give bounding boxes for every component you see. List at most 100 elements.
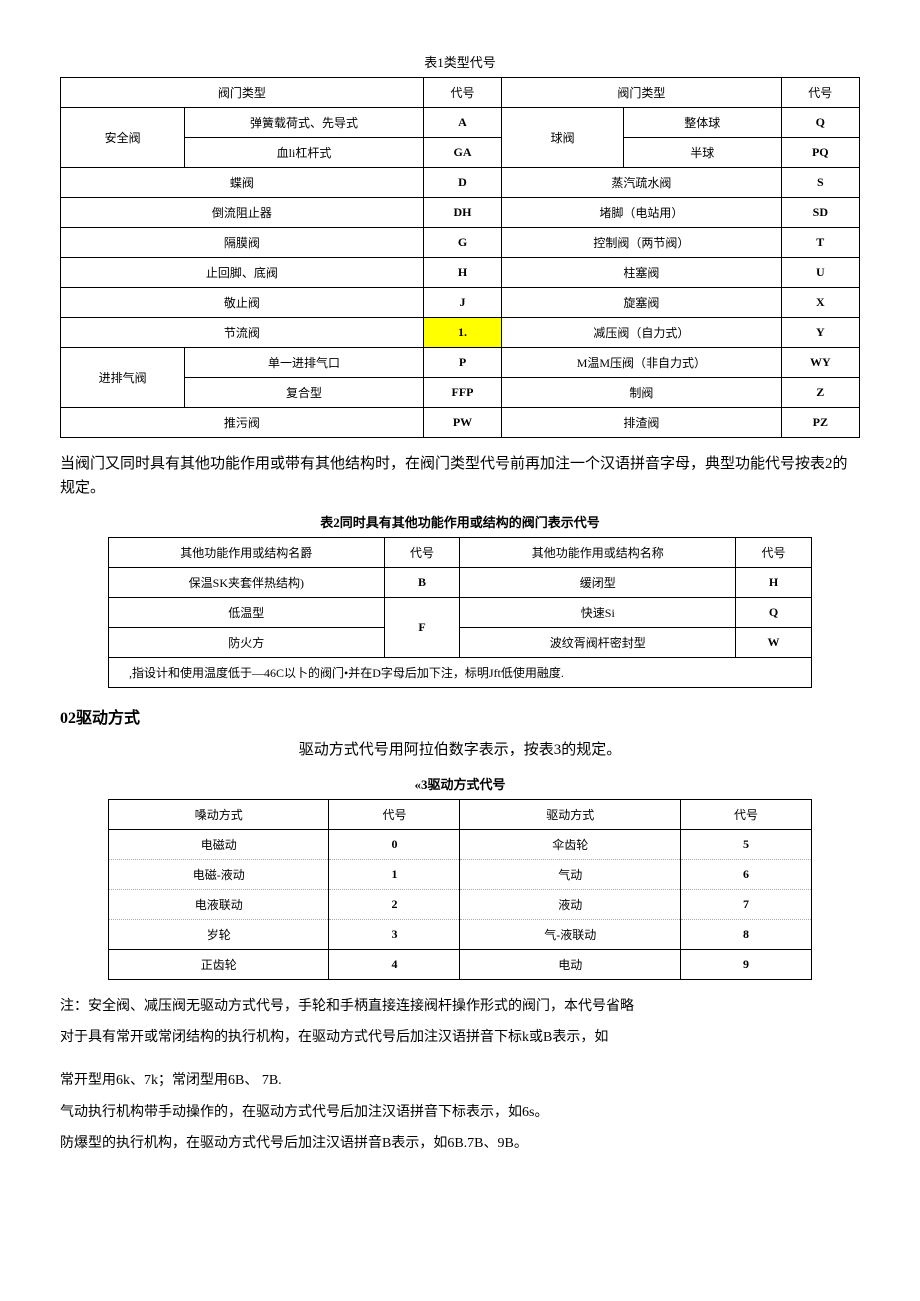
- cell: 安全阀: [61, 108, 185, 168]
- table3-caption: «3驱动方式代号: [60, 774, 860, 793]
- cell: 电磁-液动: [109, 860, 329, 890]
- cell: B: [384, 568, 460, 598]
- table3: 嗓动方式 代号 驱动方式 代号 电磁动 0 伞齿轮 5 电磁-液动 1 气动 6…: [108, 799, 812, 980]
- cell: 柱塞阀: [502, 258, 781, 288]
- table2-caption: 表2同时具有其他功能作用或结构的阀门表示代号: [60, 512, 860, 531]
- table-row: 其他功能作用或结构名爵 代号 其他功能作用或结构名称 代号: [109, 538, 812, 568]
- th: 代号: [736, 538, 812, 568]
- cell: 0: [329, 830, 460, 860]
- note-3: 常开型用6k、7k；常闭型用6B、 7B.: [60, 1068, 860, 1093]
- cell: 快速Si: [460, 598, 736, 628]
- cell: H: [423, 258, 501, 288]
- th-valve-type-l: 阀门类型: [61, 78, 424, 108]
- cell: 液动: [460, 890, 680, 920]
- table2-footer: ,指设计和使用温度低于—46C以卜的阀门•并在D字母后加下注，标明Jft低使用融…: [109, 658, 812, 688]
- cell: 2: [329, 890, 460, 920]
- cell: 3: [329, 920, 460, 950]
- cell: 正齿轮: [109, 950, 329, 980]
- cell: 半球: [623, 138, 781, 168]
- table-row: 节流阀 1. 减压阀（自力式） Y: [61, 318, 860, 348]
- table-row: 止回脚、底阀 H 柱塞阀 U: [61, 258, 860, 288]
- table-row: 电液联动 2 液动 7: [109, 890, 812, 920]
- cell: 电磁动: [109, 830, 329, 860]
- th-code-l: 代号: [423, 78, 501, 108]
- cell: G: [423, 228, 501, 258]
- table-row: 倒流阻止器 DH 堵脚（电站用） SD: [61, 198, 860, 228]
- cell: Q: [781, 108, 859, 138]
- cell: 6: [680, 860, 811, 890]
- table-row: 电磁动 0 伞齿轮 5: [109, 830, 812, 860]
- cell: S: [781, 168, 859, 198]
- table-row: 蝶阀 D 蒸汽疏水阀 S: [61, 168, 860, 198]
- th: 代号: [329, 800, 460, 830]
- table-row: 防火方 波纹胥阀杆密封型 W: [109, 628, 812, 658]
- section-02-line: 驱动方式代号用阿拉伯数字表示，按表3的规定。: [60, 738, 860, 762]
- th: 代号: [680, 800, 811, 830]
- cell: PZ: [781, 408, 859, 438]
- cell: 波纹胥阀杆密封型: [460, 628, 736, 658]
- table-row: 阀门类型 代号 阀门类型 代号: [61, 78, 860, 108]
- cell: PW: [423, 408, 501, 438]
- cell: 伞齿轮: [460, 830, 680, 860]
- cell: 排渣阀: [502, 408, 781, 438]
- cell: 控制阀（两节阀）: [502, 228, 781, 258]
- cell: 1: [329, 860, 460, 890]
- cell: Y: [781, 318, 859, 348]
- cell: 蒸汽疏水阀: [502, 168, 781, 198]
- table-row: 安全阀 弹簧载荷式、先导式 A 球阀 整体球 Q: [61, 108, 860, 138]
- section-02-title: 02驱动方式: [60, 704, 860, 728]
- cell: 整体球: [623, 108, 781, 138]
- cell: 岁轮: [109, 920, 329, 950]
- note-4: 气动执行机构带手动操作的，在驱动方式代号后加注汉语拼音下标表示，如6s。: [60, 1100, 860, 1125]
- table1-caption: 表1类型代号: [60, 52, 860, 71]
- cell: 8: [680, 920, 811, 950]
- table-row: 岁轮 3 气-液联动 8: [109, 920, 812, 950]
- table-row: 推污阀 PW 排渣阀 PZ: [61, 408, 860, 438]
- cell: 蝶阀: [61, 168, 424, 198]
- cell: 血li杠杆式: [185, 138, 424, 168]
- cell: DH: [423, 198, 501, 228]
- note-1: 注：安全阀、减压阀无驱动方式代号，手轮和手柄直接连接阀杆操作形式的阀门，本代号省…: [60, 994, 860, 1019]
- cell: 4: [329, 950, 460, 980]
- cell: 制阀: [502, 378, 781, 408]
- cell: U: [781, 258, 859, 288]
- cell: F: [384, 598, 460, 658]
- table-row: 电磁-液动 1 气动 6: [109, 860, 812, 890]
- cell: 球阀: [502, 108, 624, 168]
- cell: 电动: [460, 950, 680, 980]
- th: 其他功能作用或结构名称: [460, 538, 736, 568]
- table-row: 保温SK夹套伴热结构) B 缓闭型 H: [109, 568, 812, 598]
- note-2: 对于具有常开或常闭结构的执行机构，在驱动方式代号后加注汉语拼音下标k或B表示，如: [60, 1025, 860, 1050]
- cell: J: [423, 288, 501, 318]
- paragraph-1: 当阀门又同时具有其他功能作用或带有其他结构时，在阀门类型代号前再加注一个汉语拼音…: [60, 452, 860, 500]
- th: 代号: [384, 538, 460, 568]
- cell: 推污阀: [61, 408, 424, 438]
- cell: 7: [680, 890, 811, 920]
- cell: H: [736, 568, 812, 598]
- cell: 节流阀: [61, 318, 424, 348]
- cell: 止回脚、底阀: [61, 258, 424, 288]
- table2: 其他功能作用或结构名爵 代号 其他功能作用或结构名称 代号 保温SK夹套伴热结构…: [108, 537, 812, 688]
- cell: FFP: [423, 378, 501, 408]
- cell: GA: [423, 138, 501, 168]
- cell: D: [423, 168, 501, 198]
- cell: 5: [680, 830, 811, 860]
- cell: WY: [781, 348, 859, 378]
- cell: 堵脚（电站用）: [502, 198, 781, 228]
- cell: 电液联动: [109, 890, 329, 920]
- cell-highlighted: 1.: [423, 318, 501, 348]
- cell: 单一进排气口: [185, 348, 424, 378]
- cell: 低温型: [109, 598, 385, 628]
- cell: W: [736, 628, 812, 658]
- cell: 倒流阻止器: [61, 198, 424, 228]
- cell: SD: [781, 198, 859, 228]
- cell: 气-液联动: [460, 920, 680, 950]
- cell: 防火方: [109, 628, 385, 658]
- cell: 缓闭型: [460, 568, 736, 598]
- cell: T: [781, 228, 859, 258]
- cell: Q: [736, 598, 812, 628]
- cell: 隔膜阀: [61, 228, 424, 258]
- cell: Z: [781, 378, 859, 408]
- table-row: ,指设计和使用温度低于—46C以卜的阀门•并在D字母后加下注，标明Jft低使用融…: [109, 658, 812, 688]
- table-row: 嗓动方式 代号 驱动方式 代号: [109, 800, 812, 830]
